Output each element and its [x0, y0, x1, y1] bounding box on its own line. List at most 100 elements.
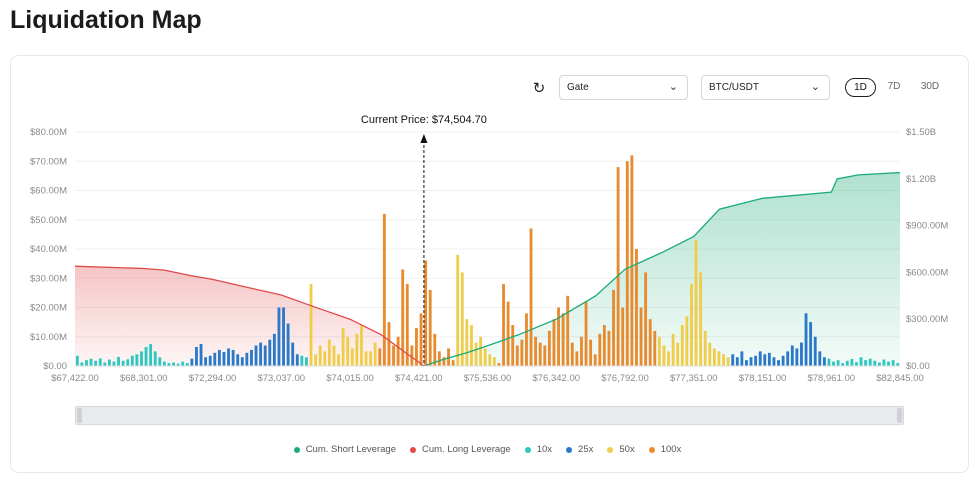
- legend-label: Cum. Long Leverage: [421, 444, 511, 455]
- x-tick-label: $73,037.00: [257, 373, 305, 384]
- bar-x10: [832, 361, 835, 366]
- exchange-select-value: Gate: [567, 82, 589, 93]
- pair-select[interactable]: BTC/USDT ⌄: [701, 75, 830, 100]
- bar-x25: [268, 339, 272, 366]
- x-tick-label: $78,961.00: [807, 373, 855, 384]
- bar-x100: [648, 319, 652, 366]
- exchange-select[interactable]: Gate ⌄: [559, 75, 688, 100]
- bar-x100: [392, 345, 395, 366]
- y-left-tick-label: $20.00M: [30, 303, 67, 314]
- bar-x100: [575, 351, 579, 367]
- legend-label: 25x: [578, 444, 594, 455]
- bar-x100: [639, 307, 643, 366]
- x-tick-label: $76,792.00: [601, 373, 649, 384]
- bar-x10: [181, 361, 185, 366]
- bar-x50: [327, 339, 331, 366]
- bar-x25: [227, 348, 230, 366]
- bar-x100: [543, 345, 547, 366]
- bar-x50: [712, 348, 716, 366]
- x-tick-label: $74,421.00: [395, 373, 443, 384]
- y-left-tick-label: $30.00M: [30, 273, 67, 284]
- bar-x10: [877, 362, 881, 366]
- bar-x100: [570, 342, 574, 366]
- bar-x10: [868, 358, 872, 366]
- bar-x100: [419, 313, 423, 366]
- bar-x100: [405, 284, 409, 366]
- bar-x10: [117, 356, 120, 366]
- bar-x50: [346, 336, 350, 366]
- bar-x25: [213, 352, 217, 366]
- bar-x25: [222, 351, 226, 366]
- bar-x25: [295, 354, 299, 366]
- bar-x100: [566, 295, 570, 366]
- bar-x10: [75, 355, 79, 366]
- bar-x25: [818, 351, 822, 367]
- x-tick-label: $77,351.00: [670, 373, 718, 384]
- bar-x10: [89, 358, 93, 366]
- bar-x50: [318, 345, 322, 366]
- bar-x50: [479, 336, 483, 366]
- bar-x100: [506, 301, 510, 366]
- y-right-tick-label: $300.00M: [906, 314, 948, 325]
- bar-x100: [378, 348, 382, 366]
- bar-x50: [703, 330, 707, 366]
- x-tick-label: $82,845.00: [876, 373, 924, 384]
- bar-x10: [172, 362, 175, 366]
- bar-x25: [800, 342, 803, 366]
- legend-item[interactable]: Cum. Short Leverage: [293, 444, 396, 455]
- range-30d-button[interactable]: 30D: [920, 81, 940, 92]
- cum-long-leverage-area: [75, 266, 424, 366]
- bar-x25: [804, 313, 808, 366]
- bar-x50: [355, 333, 359, 366]
- legend-item[interactable]: 10x: [524, 444, 552, 455]
- bar-x25: [731, 354, 735, 366]
- x-tick-label: $67,422.00: [51, 373, 99, 384]
- bar-x100: [616, 167, 620, 366]
- bar-x25: [822, 357, 826, 366]
- bar-x25: [277, 307, 281, 366]
- legend-dot-icon: [524, 446, 531, 453]
- bar-x25: [245, 352, 249, 366]
- bar-x50: [671, 333, 675, 366]
- bar-x10: [841, 363, 845, 366]
- legend-label: 50x: [619, 444, 635, 455]
- bar-x50: [360, 325, 363, 366]
- range-7d-button[interactable]: 7D: [887, 81, 901, 92]
- bar-x100: [515, 345, 519, 366]
- bar-x25: [272, 333, 276, 366]
- bar-x50: [456, 254, 460, 366]
- legend-item[interactable]: Cum. Long Leverage: [409, 444, 511, 455]
- y-right-tick-label: $600.00M: [906, 267, 948, 278]
- range-1d-button[interactable]: 1D: [845, 78, 876, 97]
- zoom-handle-right[interactable]: [897, 408, 902, 423]
- y-left-tick-label: $70.00M: [30, 156, 67, 167]
- refresh-icon[interactable]: ↻: [532, 80, 546, 97]
- chevron-down-icon: ⌄: [810, 81, 820, 93]
- bar-x50: [694, 240, 698, 366]
- zoom-handle-left[interactable]: [77, 408, 82, 423]
- bar-x100: [415, 327, 418, 366]
- y-right-tick-label: $0.00: [906, 361, 930, 372]
- bar-x25: [772, 357, 776, 366]
- bar-x50: [657, 336, 661, 366]
- legend-item[interactable]: 25x: [566, 444, 593, 455]
- bar-x50: [309, 284, 313, 366]
- bar-x10: [94, 360, 98, 366]
- bar-x25: [291, 342, 295, 366]
- x-tick-label: $76,342.00: [532, 373, 580, 384]
- bar-x100: [520, 339, 524, 366]
- bar-x50: [492, 357, 496, 366]
- page-title: Liquidation Map: [10, 6, 202, 34]
- bar-x10: [130, 355, 134, 366]
- cum-short-leverage-line: [423, 171, 901, 367]
- bar-x100: [593, 354, 597, 366]
- current-price-label: Current Price: $74,504.70: [361, 114, 487, 126]
- legend-item[interactable]: 100x: [648, 444, 681, 455]
- chart-zoom-scrollbar[interactable]: [75, 406, 904, 425]
- bar-x25: [231, 349, 235, 366]
- bar-x10: [112, 361, 116, 366]
- bar-x25: [204, 357, 208, 366]
- legend-item[interactable]: 50x: [607, 444, 635, 455]
- bar-x10: [140, 351, 143, 367]
